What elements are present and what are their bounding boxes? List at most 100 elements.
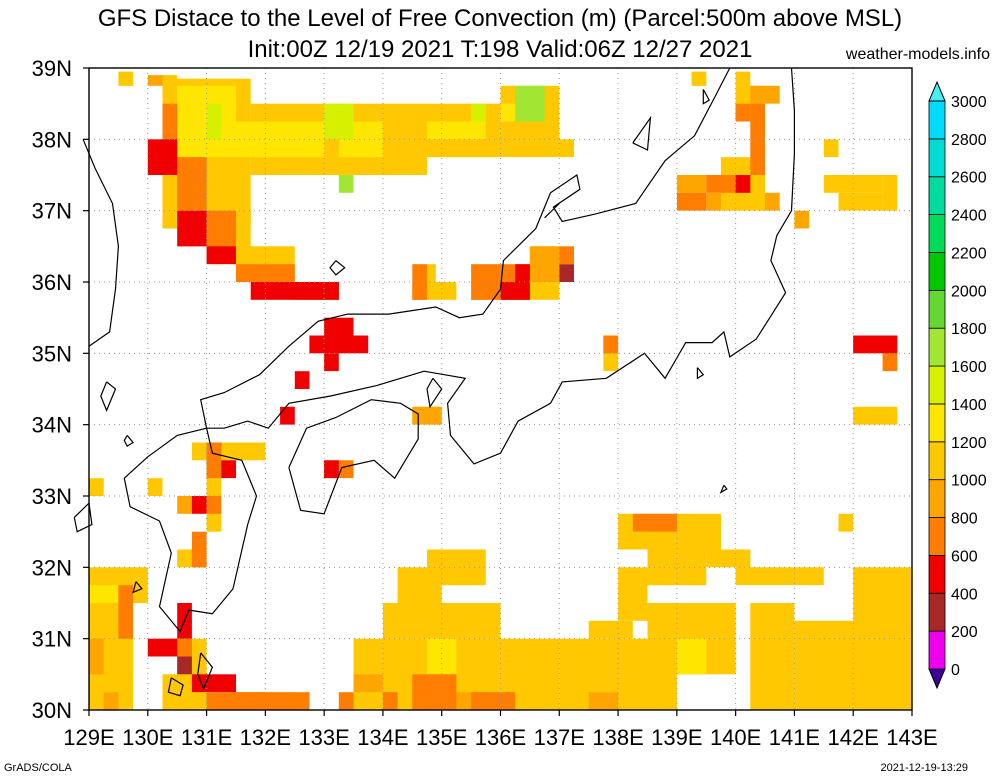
colorbar-label: 1400 (951, 397, 987, 414)
y-tick-label: 39N (32, 56, 72, 81)
field-cell-800-9 (412, 406, 442, 425)
field-cell-600-14 (206, 442, 222, 479)
field-cell-600-23 (412, 674, 457, 710)
y-tick-label: 38N (32, 127, 72, 152)
field-cell-1400-2 (471, 103, 486, 122)
x-tick-label: 138E (592, 725, 643, 750)
field-cell-1000-16 (735, 71, 751, 86)
field-cell-400-18 (853, 335, 898, 354)
colorbar-label: 2400 (951, 208, 987, 225)
field-cell-600-9 (735, 103, 751, 122)
y-tick-label: 30N (32, 698, 72, 723)
colorbar-bin (928, 327, 946, 367)
colorbar-bin (928, 441, 946, 481)
field-cell-400-2 (206, 246, 236, 265)
field-cell-400-11 (191, 496, 207, 514)
field-cell-200-1 (559, 264, 574, 282)
x-axis: 129E 130E 131E 132E 133E 134E 135E 136E 137E 138E… (63, 710, 938, 750)
colorbar-bin (928, 479, 946, 518)
field-cell-400-9 (280, 406, 295, 425)
coast-iki (123, 435, 135, 447)
field-cell-1000-22 (853, 406, 898, 425)
coast-noto_bay (544, 203, 560, 219)
field-cell-400-15 (500, 282, 530, 300)
field-cell-600-22 (382, 692, 398, 710)
x-tick-label: 142E (828, 725, 879, 750)
colorbar-bin (928, 403, 946, 443)
field-cell-1000-48 (706, 549, 751, 568)
colorbar-label: 2800 (951, 132, 987, 149)
x-tick-label: 130E (122, 725, 173, 750)
field-cell-1200-7 (676, 638, 707, 675)
colorbar-bin (928, 365, 946, 405)
field-cell-800-11 (89, 638, 104, 675)
site-credit[interactable]: weather-models.info (845, 46, 990, 63)
chart-title-line2: Init:00Z 12/19 2021 T:198 Valid:06Z 12/2… (247, 36, 753, 63)
coast-tsushima (100, 381, 117, 412)
field-cell-600-8 (603, 335, 619, 354)
field-cell-800-4 (765, 192, 780, 211)
field-cell-1000-43 (750, 603, 795, 710)
field-cell-1000-25 (89, 478, 104, 496)
colorbar-bin (928, 592, 946, 632)
field-cell-1000-45 (853, 567, 912, 639)
field-cell-400-14 (147, 638, 178, 657)
colorbar-bin (928, 252, 946, 291)
field-cell-600-18 (118, 585, 134, 639)
coast-tanegashima (197, 652, 214, 691)
colorbar-bin (928, 555, 946, 594)
coast-awaji (426, 377, 443, 409)
coast-koshiki (132, 581, 143, 594)
field-cell-800-5 (676, 175, 707, 193)
y-tick-label: 31N (32, 627, 72, 652)
coast-korea (82, 139, 120, 347)
colorbar-label: 2200 (951, 245, 987, 262)
colorbar-under (928, 668, 946, 690)
y-tick-label: 36N (32, 270, 72, 295)
y-tick-label: 33N (32, 484, 72, 509)
x-tick-label: 140E (710, 725, 761, 750)
field-cells (89, 71, 912, 710)
field-cell-1000-18 (823, 139, 839, 158)
colorbar-bin (928, 100, 946, 140)
coast-pacific (206, 67, 795, 465)
y-tick-label: 37N (32, 199, 72, 224)
chart-title-line1: GFS Distace to the Level of Free Convect… (97, 5, 903, 32)
field-cell-1000-17 (838, 192, 883, 211)
coast-shikoku (288, 399, 419, 515)
field-cell-1400-1 (324, 103, 354, 140)
field-cell-600-7 (559, 246, 574, 265)
field-cell-600-16 (206, 496, 222, 514)
field-cell-400-0 (147, 139, 178, 175)
field-cell-600-26 (882, 353, 898, 372)
field-cell-1000-31 (103, 638, 134, 675)
colorbar-bin (928, 214, 946, 253)
coast-goto (73, 501, 93, 533)
colorbar-bin (928, 289, 946, 329)
colorbar-bin (928, 517, 946, 556)
x-tick-label: 141E (769, 725, 820, 750)
colorbar-label: 1800 (951, 321, 987, 338)
coast-honshu (200, 67, 731, 429)
y-tick-label: 35N (32, 341, 72, 366)
field-cell-600-1 (177, 157, 207, 211)
field-cell-1600-1 (338, 175, 354, 193)
field-cell-1000-50 (838, 513, 854, 532)
x-tick-label: 135E (416, 725, 467, 750)
field-cell-1200-5 (89, 585, 119, 603)
field-cell-800-10 (177, 496, 192, 514)
coast-kyushu (123, 427, 258, 633)
field-cell-800-3 (706, 192, 721, 211)
colorbar-bin (928, 138, 946, 178)
footer-software: GrADS/COLA (4, 762, 72, 774)
x-tick-label: 129E (63, 725, 114, 750)
coast-izu_o (696, 367, 705, 380)
field-cell-1200-6 (427, 638, 457, 675)
field-cell-400-19 (324, 460, 339, 479)
field-cell-600-20 (206, 692, 310, 710)
coast-hachijo (719, 484, 728, 494)
colorbar-label: 0 (951, 662, 960, 679)
field-cell-1000-41 (618, 567, 648, 621)
field-cell-400-1 (177, 210, 207, 247)
colorbar-label: 1000 (951, 473, 987, 490)
